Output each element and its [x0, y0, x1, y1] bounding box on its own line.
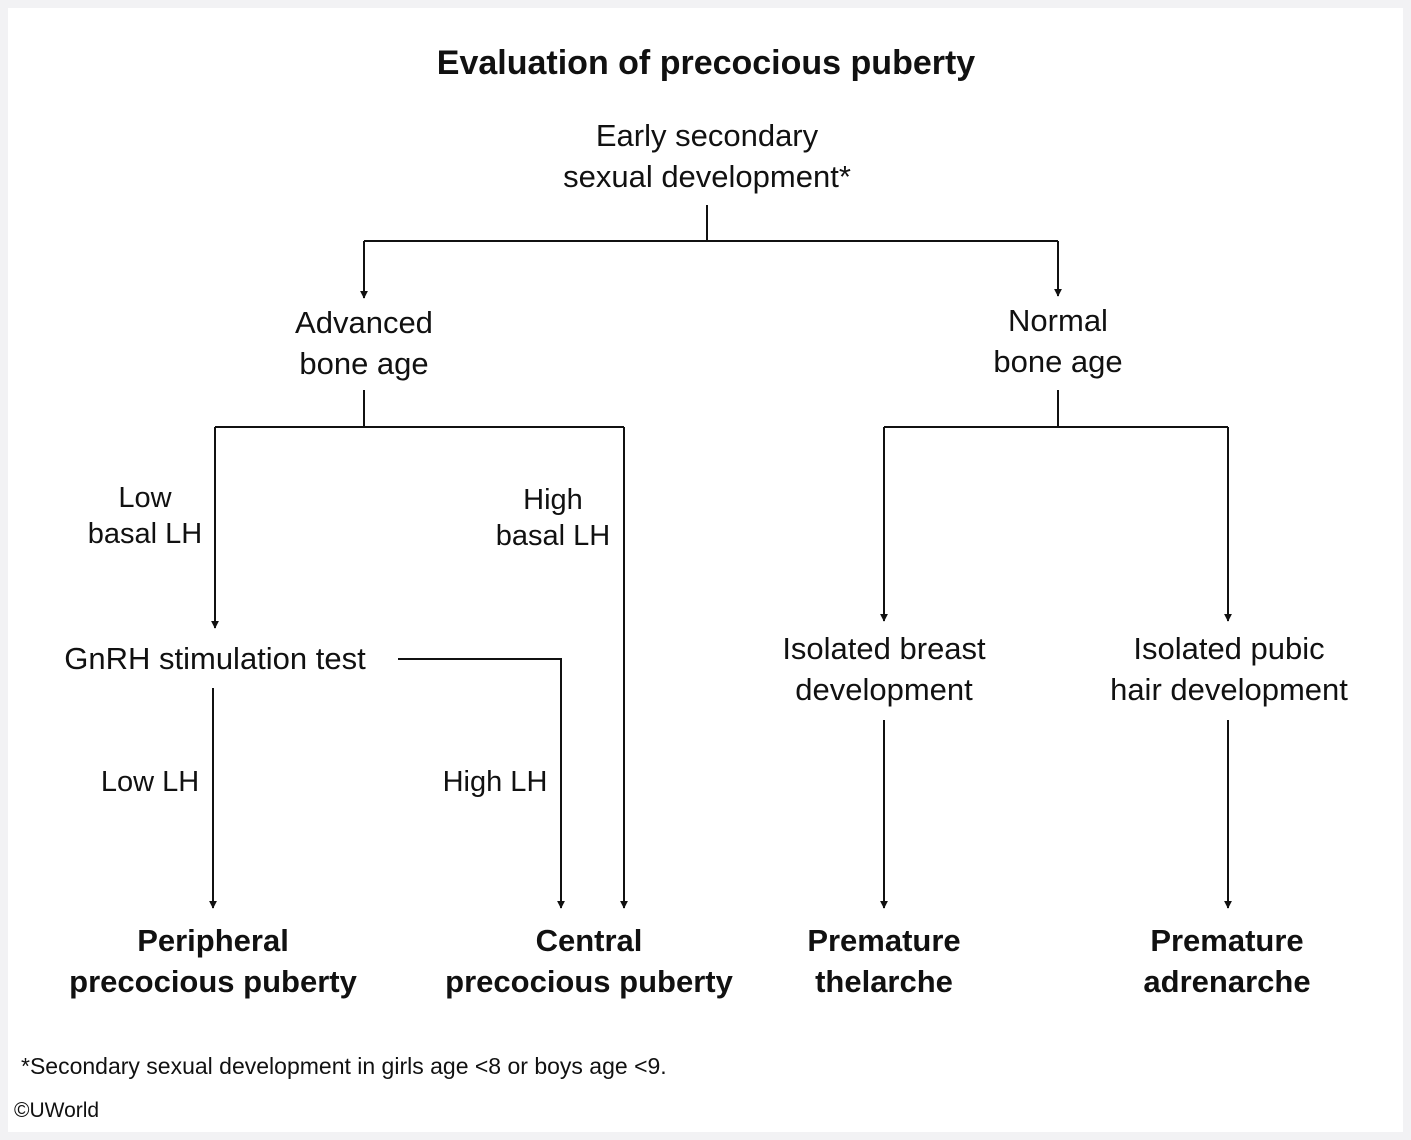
edge-normal-split [884, 390, 1228, 428]
node-early-secondary-sexual-development: Early secondary sexual development* [563, 118, 851, 194]
node-normal-bone-age: Normal bone age [993, 303, 1123, 379]
diagram-canvas [8, 8, 1403, 1132]
label-high-lh: High LH [442, 766, 548, 798]
footnote: *Secondary sexual development in girls a… [21, 1053, 667, 1079]
edge-root-split [364, 205, 1058, 242]
outcome-premature-thelarche: Premature thelarche [807, 923, 961, 999]
node-advanced-bone-age: Advanced bone age [295, 305, 433, 381]
node-isolated-pubic-hair-development: Isolated pubic hair development [1110, 631, 1348, 707]
edge-advanced-split [215, 390, 624, 428]
node-isolated-breast-development: Isolated breast development [782, 631, 986, 707]
label-high-basal-lh: High basal LH [495, 484, 611, 552]
outcome-premature-adrenarche: Premature adrenarche [1143, 923, 1311, 999]
node-gnrh-stimulation-test: GnRH stimulation test [64, 641, 366, 676]
outcome-peripheral-precocious-puberty: Peripheral precocious puberty [69, 923, 357, 999]
diagram-title: Evaluation of precocious puberty [436, 44, 976, 82]
arrow-high-lh [398, 658, 565, 909]
label-low-basal-lh: Low basal LH [87, 482, 203, 550]
label-low-lh: Low LH [100, 766, 200, 798]
copyright: ©UWorld [14, 1099, 100, 1122]
outcome-central-precocious-puberty: Central precocious puberty [445, 923, 733, 999]
